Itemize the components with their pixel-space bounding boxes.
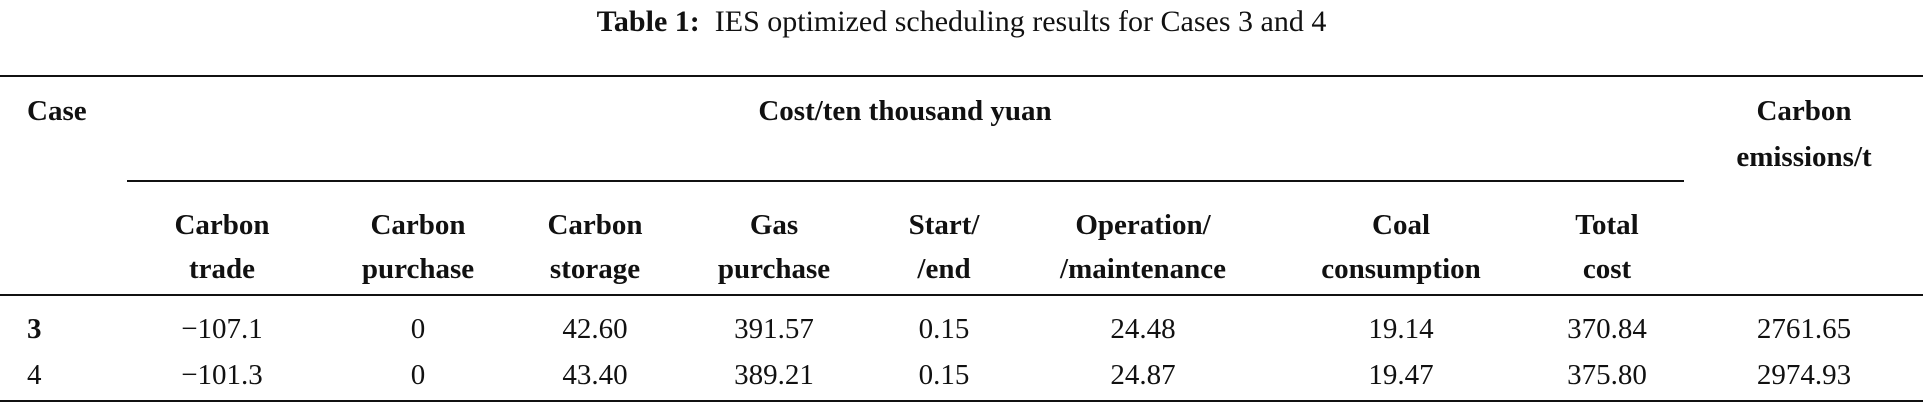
column-header-line1: Coal xyxy=(1372,209,1430,241)
table-cell: 0.15 xyxy=(918,313,970,345)
column-header-line1: Total xyxy=(1575,209,1639,241)
table-cell: 375.80 xyxy=(1567,359,1647,391)
header-cost-group: Cost/ten thousand yuan xyxy=(758,95,1052,127)
column-header-line1: Carbon xyxy=(174,209,270,241)
table-cell: 19.14 xyxy=(1368,313,1434,345)
table-cell: 391.57 xyxy=(734,313,814,345)
column-header-line2: trade xyxy=(188,253,256,285)
table-cell: 42.60 xyxy=(562,313,628,345)
header-rule xyxy=(0,294,1923,296)
table-cell: 389.21 xyxy=(734,359,814,391)
column-header-line1: Gas xyxy=(749,209,799,241)
row-case: 4 xyxy=(27,359,42,391)
column-header-line1: Carbon xyxy=(370,209,466,241)
table-cell: 19.47 xyxy=(1368,359,1434,391)
column-header-line1: Carbon xyxy=(547,209,643,241)
table-cell: 0 xyxy=(410,313,426,345)
table-cell: 2761.65 xyxy=(1756,313,1852,345)
table-cell: 0 xyxy=(410,359,426,391)
header-case: Case xyxy=(27,95,87,127)
table-cell: 370.84 xyxy=(1567,313,1647,345)
table-cell: 24.48 xyxy=(1110,313,1176,345)
column-header-line2: consumption xyxy=(1321,253,1481,285)
table-cell: 0.15 xyxy=(918,359,970,391)
table-cell: 2974.93 xyxy=(1756,359,1852,391)
column-header-line2: /end xyxy=(917,253,971,285)
column-header-line2: storage xyxy=(549,253,641,285)
table-cell: −101.3 xyxy=(181,359,263,391)
bottom-rule xyxy=(0,400,1923,402)
caption-label: Table 1: xyxy=(596,5,700,38)
caption-text: IES optimized scheduling results for Cas… xyxy=(714,5,1327,38)
table-caption: Table 1: IES optimized scheduling result… xyxy=(0,4,1923,40)
table-cell: −107.1 xyxy=(181,313,263,345)
column-header-line2: /maintenance xyxy=(1060,253,1226,285)
header-emissions-line2: emissions/t xyxy=(1736,141,1872,173)
top-rule xyxy=(0,75,1923,77)
column-header-line1: Start/ xyxy=(908,209,980,241)
column-header-line2: purchase xyxy=(717,253,831,285)
header-emissions-line1: Carbon xyxy=(1756,95,1852,127)
column-header-line2: purchase xyxy=(361,253,475,285)
group-rule xyxy=(127,180,1684,182)
row-case: 3 xyxy=(27,313,42,345)
column-header-line1: Operation/ xyxy=(1075,209,1211,241)
table-cell: 24.87 xyxy=(1110,359,1176,391)
column-header-line2: cost xyxy=(1582,253,1632,285)
table-cell: 43.40 xyxy=(562,359,628,391)
